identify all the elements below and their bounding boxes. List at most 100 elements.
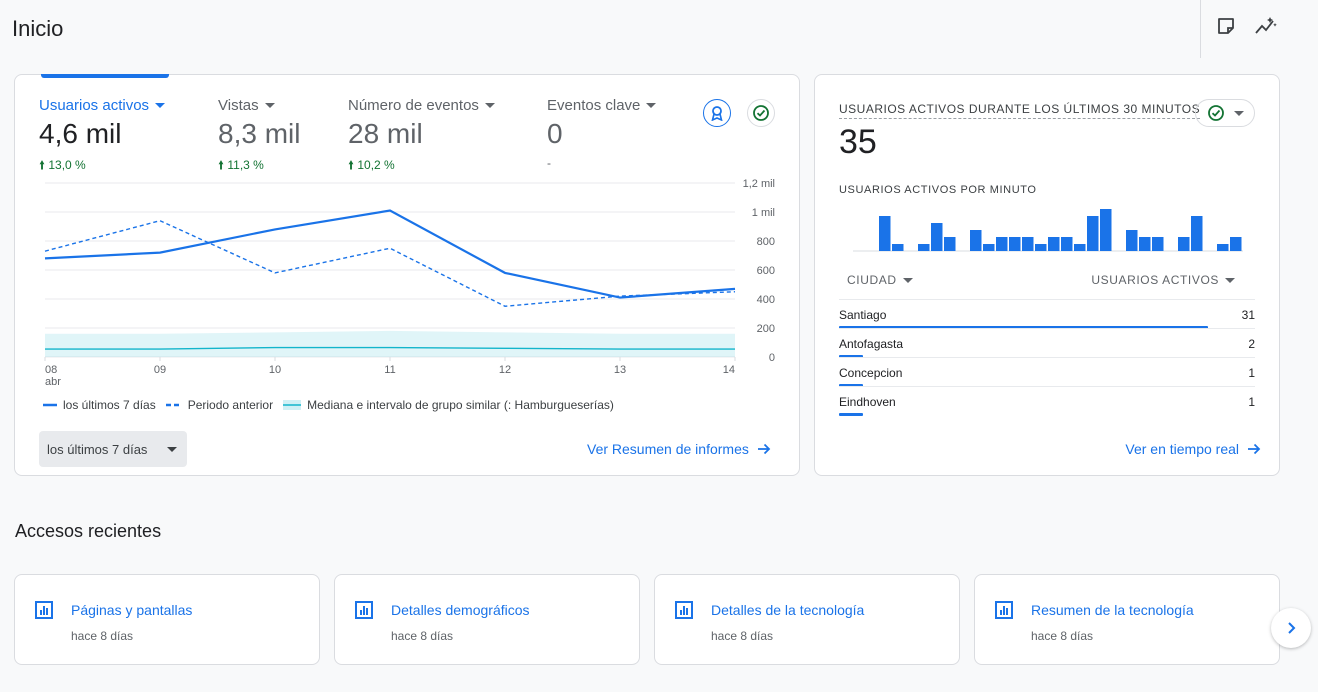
bar-chart-icon — [675, 601, 693, 619]
metric-tab-vistas[interactable]: Vistas 8,3 mil 🠙 11,3 % — [218, 97, 300, 177]
realtime-compare-select[interactable] — [1195, 99, 1255, 127]
minute-bar[interactable] — [1100, 209, 1112, 251]
metric-value: 4,6 mil — [39, 118, 122, 149]
realtime-card: USUARIOS ACTIVOS DURANTE LOS ÚLTIMOS 30 … — [814, 74, 1280, 476]
check-circle-icon — [1207, 105, 1224, 121]
ver-resumen-informes-link[interactable]: Ver Resumen de informes — [587, 441, 771, 457]
minute-bar[interactable] — [892, 244, 904, 251]
table-row[interactable]: Antofagasta 2 — [839, 328, 1255, 358]
column-header-ciudad[interactable]: CIUDAD — [847, 273, 913, 287]
recent-card-detalles-demograficos[interactable]: Detalles demográficos hace 8 días — [334, 574, 640, 665]
metric-delta: - — [547, 156, 551, 170]
recent-section-title: Accesos recientes — [15, 521, 162, 541]
y-tick-label: 400 — [757, 294, 775, 306]
recent-card-time: hace 8 días — [711, 629, 774, 643]
link-label: Ver en tiempo real — [1125, 441, 1239, 457]
recent-card-title: Resumen de la tecnología — [1031, 602, 1194, 618]
realtime-title[interactable]: USUARIOS ACTIVOS DURANTE LOS ÚLTIMOS 30 … — [839, 102, 1201, 119]
date-range-value: los últimos 7 días — [47, 441, 148, 457]
metric-value: 28 mil — [348, 118, 423, 149]
column-header-usuarios-activos[interactable]: USUARIOS ACTIVOS — [1091, 273, 1235, 287]
arrow-right-icon — [1248, 443, 1261, 455]
minute-bar[interactable] — [1230, 237, 1242, 251]
date-range-select[interactable]: los últimos 7 días — [39, 431, 187, 467]
y-tick-label: 800 — [757, 236, 775, 248]
y-tick-label: 1 mil — [752, 207, 775, 219]
realtime-value: 35 — [839, 123, 877, 161]
minute-bar[interactable] — [879, 216, 891, 251]
share-bar — [839, 355, 863, 358]
line-chart: 1,2 mil 1 mil 800 600 400 200 0 08 09 10 11 12 13 14 a… — [44, 178, 775, 388]
recent-card-detalles-tecnologia[interactable]: Detalles de la tecnología hace 8 días — [654, 574, 960, 665]
recent-card-time: hace 8 días — [1031, 629, 1094, 643]
series-line-periodo-anterior — [44, 219, 736, 307]
city-name: Antofagasta — [839, 337, 904, 351]
overview-card: Usuarios activos 4,6 mil 🠙 13,0 % Vistas… — [14, 74, 800, 476]
caret-down-icon — [167, 446, 177, 452]
share-bar — [839, 384, 863, 387]
arrow-up-icon: 🠙 — [39, 158, 46, 172]
recent-card-paginas-pantallas[interactable]: Páginas y pantallas hace 8 días — [14, 574, 320, 665]
metric-label: Usuarios activos — [39, 97, 150, 114]
legend-item-benchmark[interactable]: Mediana e intervalo de grupo similar (: … — [283, 398, 614, 412]
x-tick-label: 13 — [614, 364, 626, 376]
x-tick-label: 09 — [154, 364, 166, 376]
minute-bar[interactable] — [970, 230, 982, 251]
per-minute-label: USUARIOS ACTIVOS POR MINUTO — [839, 184, 1037, 196]
minute-bar[interactable] — [1152, 237, 1164, 251]
sticky-note-icon[interactable] — [1214, 14, 1238, 38]
per-minute-bar-chart — [853, 209, 1243, 252]
x-tick-label: 14 — [723, 364, 735, 376]
metric-value: 8,3 mil — [218, 118, 301, 149]
recent-card-resumen-tecnologia[interactable]: Resumen de la tecnología hace 8 días — [974, 574, 1280, 665]
minute-bar[interactable] — [1061, 237, 1073, 251]
share-bar — [839, 326, 1208, 329]
metric-label: Número de eventos — [348, 97, 479, 114]
metric-tab-numero-eventos[interactable]: Número de eventos 28 mil 🠙 10,2 % — [348, 97, 495, 177]
minute-bar[interactable] — [996, 237, 1008, 251]
minute-bar[interactable] — [1217, 244, 1229, 251]
metric-tab-eventos-clave[interactable]: Eventos clave 0 - — [547, 97, 657, 170]
metric-label: Eventos clave — [547, 97, 641, 114]
minute-bar[interactable] — [1087, 216, 1099, 251]
user-count: 1 — [1248, 395, 1255, 409]
minute-bar[interactable] — [1048, 237, 1060, 251]
header-divider — [1200, 0, 1201, 58]
arrow-up-icon: 🠙 — [348, 158, 355, 172]
minute-bar[interactable] — [1178, 237, 1190, 251]
legend-item-previous[interactable]: Periodo anterior — [165, 398, 273, 412]
metric-tab-usuarios-activos[interactable]: Usuarios activos 4,6 mil 🠙 13,0 % — [39, 97, 166, 177]
city-name: Eindhoven — [839, 395, 896, 409]
minute-bar[interactable] — [1009, 237, 1021, 251]
minute-bar[interactable] — [1191, 216, 1203, 251]
recent-card-title: Detalles de la tecnología — [711, 602, 865, 618]
user-count: 2 — [1248, 337, 1255, 351]
minute-bar[interactable] — [1022, 237, 1034, 251]
minute-bar[interactable] — [918, 244, 930, 251]
share-bar — [839, 413, 863, 416]
minute-bar[interactable] — [944, 237, 956, 251]
insights-sparkle-icon[interactable] — [1254, 14, 1278, 38]
minute-bar[interactable] — [1035, 244, 1047, 251]
check-circle-icon[interactable] — [747, 99, 775, 127]
user-count: 31 — [1241, 308, 1255, 322]
active-tab-indicator — [41, 74, 169, 78]
caret-down-icon — [1225, 277, 1235, 283]
minute-bar[interactable] — [1126, 230, 1138, 251]
ver-en-tiempo-real-link[interactable]: Ver en tiempo real — [1125, 441, 1261, 457]
x-tick-label: 08 — [45, 364, 57, 376]
award-ribbon-icon[interactable] — [703, 99, 731, 127]
table-row[interactable]: Eindhoven 1 — [839, 386, 1255, 416]
minute-bar[interactable] — [1139, 237, 1151, 251]
chevron-right-icon[interactable] — [1271, 608, 1311, 648]
legend-label: los últimos 7 días — [63, 398, 156, 412]
table-row[interactable]: Concepcion 1 — [839, 357, 1255, 387]
legend-item-current[interactable]: los últimos 7 días — [43, 398, 156, 412]
table-row[interactable]: Santiago 31 — [839, 299, 1255, 329]
minute-bar[interactable] — [1074, 244, 1086, 251]
caret-down-icon — [484, 103, 495, 108]
minute-bar[interactable] — [983, 244, 995, 251]
minute-bar[interactable] — [931, 223, 943, 251]
caret-down-icon — [264, 103, 275, 108]
link-label: Ver Resumen de informes — [587, 441, 749, 457]
